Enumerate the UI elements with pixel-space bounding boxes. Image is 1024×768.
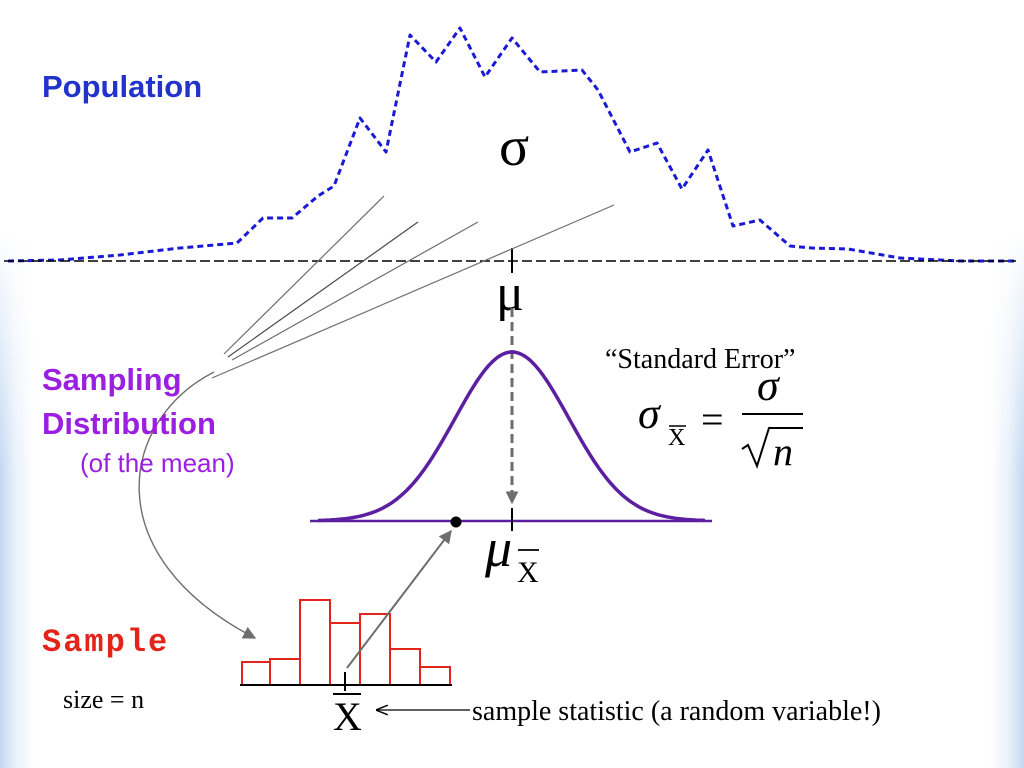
- population-label: Population: [42, 69, 202, 104]
- sampling-mean-subscript: X: [517, 556, 539, 589]
- sampling-line: [223, 195, 385, 355]
- population-mu-symbol: μ: [496, 265, 524, 322]
- histogram-bar: [419, 666, 451, 686]
- sampling-fan-lines: [211, 195, 615, 379]
- histogram-bar: [389, 648, 421, 686]
- sampling-distribution-qualifier: (of the mean): [80, 448, 235, 478]
- sample-mean-to-sampling-arrow: [346, 529, 452, 669]
- histogram-bar: [269, 658, 301, 686]
- standard-error-lhs-subscript: X: [668, 425, 685, 451]
- sampling-distribution-label-line1: Sampling: [42, 362, 182, 397]
- sample-mean-point: [450, 516, 462, 528]
- sample-statistic-caption: sample statistic (a random variable!): [472, 696, 881, 727]
- standard-error-denominator: n: [773, 429, 793, 474]
- sample-label: Sample: [42, 624, 169, 661]
- sampling-distribution-label-line2: Distribution: [42, 406, 216, 441]
- sampling-line: [227, 221, 419, 358]
- sampling-mean-mu-symbol: μ: [484, 518, 512, 578]
- population-sigma-symbol: σ: [499, 116, 529, 178]
- right-edge-gradient: [990, 230, 1024, 768]
- standard-error-lhs-sigma: σ: [638, 389, 662, 438]
- histogram-bar: [299, 599, 331, 686]
- standard-error-equals: =: [701, 397, 724, 442]
- sample-statistic-symbol: X: [333, 694, 362, 739]
- sample-histogram: [241, 599, 451, 686]
- standard-error-numerator: σ: [757, 361, 781, 410]
- histogram-bar: [241, 661, 271, 686]
- sample-size-label: size = n: [63, 685, 144, 714]
- histogram-bar: [359, 613, 391, 686]
- sampling-line: [211, 204, 615, 379]
- square-root-sign: [741, 427, 803, 469]
- population-distribution-curve: [7, 26, 1014, 263]
- sampling-distribution-curve: [317, 350, 706, 523]
- left-edge-gradient: [0, 230, 34, 768]
- sample-draw-arrow: [138, 371, 257, 639]
- standard-error-title: “Standard Error”: [605, 344, 795, 375]
- sampling-line: [231, 221, 479, 361]
